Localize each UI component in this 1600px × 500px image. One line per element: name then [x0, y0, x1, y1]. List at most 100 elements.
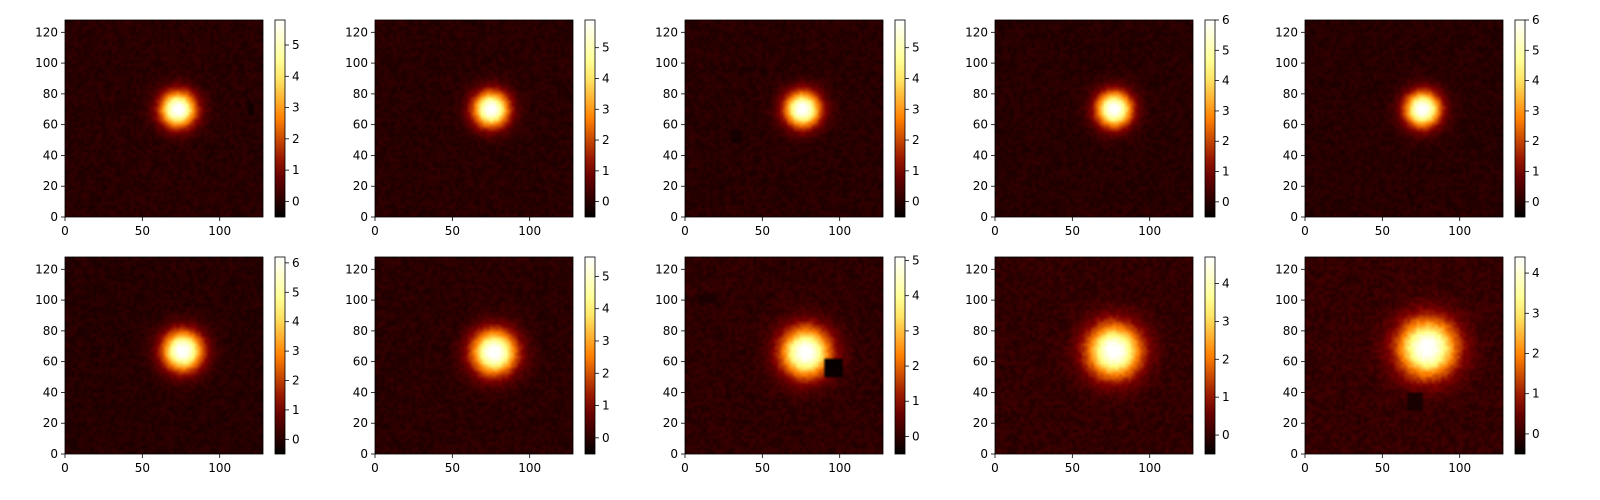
x-tick-label: 0	[1301, 224, 1309, 238]
colorbar-tick-label: 0	[1532, 427, 1540, 441]
subplot-1: 0 50 100 0 20 40 60 80 100 120 0 1 2 3 4 5	[35, 19, 300, 238]
x-tick-label: 100	[518, 224, 541, 238]
y-tick-label: 40	[973, 385, 988, 399]
y-tick-label: 120	[1275, 262, 1298, 276]
y-tick-label: 100	[1275, 56, 1298, 70]
x-tick-label: 0	[61, 461, 69, 475]
y-tick-label: 120	[35, 262, 58, 276]
colorbar	[584, 19, 596, 218]
colorbar-tick-label: 0	[292, 194, 300, 208]
y-tick-label: 100	[345, 293, 368, 307]
y-tick-label: 80	[973, 324, 988, 338]
plot-frame	[374, 19, 574, 218]
y-tick-label: 60	[353, 118, 368, 132]
colorbar-tick-label: 4	[1532, 74, 1540, 88]
colorbar-tick-label: 1	[1532, 387, 1540, 401]
colorbar-tick-label: 3	[912, 102, 920, 116]
colorbar-tick-label: 4	[1532, 266, 1540, 280]
y-tick-label: 0	[670, 210, 678, 224]
y-tick-label: 120	[345, 262, 368, 276]
x-tick-label: 0	[681, 224, 689, 238]
y-tick-label: 60	[353, 355, 368, 369]
colorbar-tick-label: 1	[292, 163, 300, 177]
x-tick-label: 50	[135, 224, 150, 238]
x-tick-label: 50	[755, 224, 770, 238]
heatmap-image	[995, 257, 1193, 454]
colorbar-tick-label: 2	[1532, 134, 1540, 148]
x-tick-label: 100	[828, 224, 851, 238]
x-tick-label: 0	[371, 224, 379, 238]
colorbar-tick-label: 0	[912, 429, 920, 443]
plot-frame	[374, 256, 574, 455]
y-tick-label: 100	[35, 293, 58, 307]
colorbar-tick-label: 3	[292, 101, 300, 115]
plot-frame	[684, 256, 884, 455]
colorbar-tick-label: 4	[602, 71, 610, 85]
subplot-5: 0 50 100 0 20 40 60 80 100 120 0 1 2 3 4 5 6	[1275, 13, 1540, 238]
x-tick-label: 50	[135, 461, 150, 475]
colorbar-tick-label: 0	[1222, 195, 1230, 209]
x-tick-label: 100	[208, 461, 231, 475]
heatmap-image	[375, 257, 573, 454]
heatmap-image	[65, 20, 263, 217]
y-tick-label: 20	[43, 179, 58, 193]
y-tick-label: 80	[1283, 87, 1298, 101]
y-tick-label: 40	[663, 148, 678, 162]
colorbar	[894, 19, 906, 218]
y-tick-label: 100	[1275, 293, 1298, 307]
x-tick-label: 100	[208, 224, 231, 238]
colorbar-tick-label: 2	[292, 373, 300, 387]
colorbar-tick-label: 4	[292, 315, 300, 329]
y-tick-label: 100	[35, 56, 58, 70]
colorbar-tick-label: 2	[1222, 352, 1230, 366]
plot-frame	[994, 19, 1194, 218]
colorbar-tick-label: 3	[1222, 314, 1230, 328]
colorbar-tick-label: 6	[1222, 13, 1230, 27]
colorbar-tick-label: 2	[912, 359, 920, 373]
colorbar-tick-label: 1	[1222, 390, 1230, 404]
colorbar-tick-label: 3	[602, 102, 610, 116]
colorbar-tick-label: 5	[1532, 43, 1540, 57]
y-tick-label: 60	[663, 118, 678, 132]
x-tick-label: 100	[828, 461, 851, 475]
colorbar-tick-label: 3	[602, 334, 610, 348]
colorbar-tick-label: 0	[1532, 195, 1540, 209]
y-tick-label: 20	[663, 416, 678, 430]
colorbar-tick-label: 2	[1532, 346, 1540, 360]
y-tick-label: 40	[663, 385, 678, 399]
colorbar-tick-label: 4	[1222, 277, 1230, 291]
x-tick-label: 50	[755, 461, 770, 475]
y-tick-label: 120	[655, 262, 678, 276]
y-tick-label: 20	[353, 179, 368, 193]
y-tick-label: 100	[965, 293, 988, 307]
plot-frame	[64, 256, 264, 455]
heatmap-image	[65, 257, 263, 454]
y-tick-label: 80	[353, 324, 368, 338]
y-tick-label: 40	[1283, 385, 1298, 399]
y-tick-label: 100	[965, 56, 988, 70]
plot-frame	[684, 19, 884, 218]
colorbar-tick-label: 3	[1532, 104, 1540, 118]
subplot-7: 0 50 100 0 20 40 60 80 100 120 0 1 2 3 4 5	[345, 256, 610, 475]
colorbar-tick-label: 0	[602, 431, 610, 445]
y-tick-label: 120	[35, 25, 58, 39]
y-tick-label: 40	[353, 148, 368, 162]
x-tick-label: 100	[1448, 461, 1471, 475]
subplot-10: 0 50 100 0 20 40 60 80 100 120 0 1 2 3 4	[1275, 256, 1540, 475]
x-tick-label: 50	[445, 224, 460, 238]
colorbar-tick-label: 0	[602, 195, 610, 209]
heatmap-image	[685, 20, 883, 217]
colorbar-tick-label: 3	[1532, 306, 1540, 320]
y-tick-label: 80	[1283, 324, 1298, 338]
colorbar	[1514, 19, 1526, 218]
colorbar-tick-label: 2	[602, 366, 610, 380]
colorbar-tick-label: 1	[912, 164, 920, 178]
y-tick-label: 80	[973, 87, 988, 101]
colorbar	[1514, 256, 1526, 455]
x-tick-label: 100	[518, 461, 541, 475]
x-tick-label: 0	[1301, 461, 1309, 475]
y-tick-label: 0	[670, 447, 678, 461]
colorbar	[584, 256, 596, 455]
colorbar-tick-label: 1	[1532, 165, 1540, 179]
